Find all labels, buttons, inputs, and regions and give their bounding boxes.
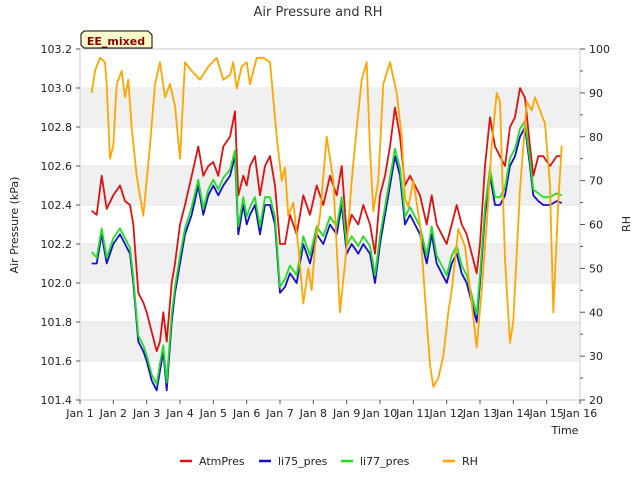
y-tick-label-left: 103.2 (41, 43, 73, 56)
y-tick-label-left: 101.6 (41, 355, 73, 368)
series-line-rh (90, 56, 563, 388)
x-tick-label: Jan 12 (428, 407, 463, 420)
y-tick-label-right: 70 (589, 175, 603, 188)
y-tick-label-left: 102.4 (41, 199, 73, 212)
x-tick-label: Jan 9 (332, 407, 360, 420)
y-tick-label-left: 103.0 (41, 82, 73, 95)
x-tick-label: Jan 8 (299, 407, 327, 420)
y-tick-label-right: 80 (589, 131, 603, 144)
series-line-atmpres (91, 87, 562, 353)
legend-label-rh: RH (462, 455, 478, 468)
chart-title: Air Pressure and RH (253, 5, 382, 20)
x-tick-label: Jan 14 (495, 407, 530, 420)
left-axis: 101.4 101.6 101.8 102.0 102.2 102.4 102.6 102.8… (41, 43, 80, 407)
x-tick-label: Jan 15 (528, 407, 563, 420)
x-tick-label: Jan 2 (99, 407, 127, 420)
x-tick-label: Jan 4 (165, 407, 193, 420)
series-line-li77-pres (91, 120, 563, 386)
legend-label-atmpres: AtmPres (199, 455, 245, 468)
x-tick-label: Jan 11 (395, 407, 430, 420)
y-tick-label-left: 101.4 (41, 394, 73, 407)
y-tick-label-right: 60 (589, 219, 603, 232)
x-tick-label: Jan 13 (462, 407, 497, 420)
y-tick-label-right: 40 (589, 306, 603, 319)
y-axis-label-left: Air Pressure (kPa) (8, 177, 21, 274)
bottom-axis: Jan 1 Jan 2 Jan 3 Jan 4 Jan 5 Jan 6 Jan 7 Jan 8… (65, 400, 597, 420)
badge-background (80, 30, 153, 49)
y-tick-label-left: 101.8 (41, 316, 73, 329)
x-tick-label: Jan 10 (362, 407, 397, 420)
right-axis: 20 30 40 50 60 70 80 90 100 (580, 43, 610, 407)
y-tick-label-left: 102.2 (41, 238, 73, 251)
badge: EE_mixed (80, 30, 153, 49)
badge-label: EE_mixed (87, 35, 145, 48)
legend-label-li75-pres: li75_pres (278, 455, 328, 468)
y-tick-label-right: 90 (589, 87, 603, 100)
x-tick-label: Jan 5 (199, 407, 227, 420)
x-axis-label: Time (551, 424, 579, 437)
y-tick-label-right: 100 (589, 43, 610, 56)
y-tick-label-left: 102.0 (41, 277, 73, 290)
y-tick-label-right: 20 (589, 394, 603, 407)
background-band (80, 166, 580, 205)
series-layer (90, 56, 563, 392)
x-tick-label: Jan 1 (65, 407, 93, 420)
legend: AtmPres li75_pres li77_pres RH (180, 455, 478, 468)
y-tick-label-right: 50 (589, 262, 603, 275)
background-band (80, 244, 580, 283)
y-tick-label-right: 30 (589, 350, 603, 363)
legend-label-li77-pres: li77_pres (360, 455, 410, 468)
x-tick-label: Jan 7 (265, 407, 293, 420)
y-tick-label-left: 102.8 (41, 121, 73, 134)
x-tick-label: Jan 16 (562, 407, 597, 420)
x-tick-label: Jan 6 (232, 407, 260, 420)
y-axis-label-right: RH (620, 216, 633, 232)
y-tick-label-left: 102.6 (41, 160, 73, 173)
x-tick-label: Jan 3 (132, 407, 160, 420)
